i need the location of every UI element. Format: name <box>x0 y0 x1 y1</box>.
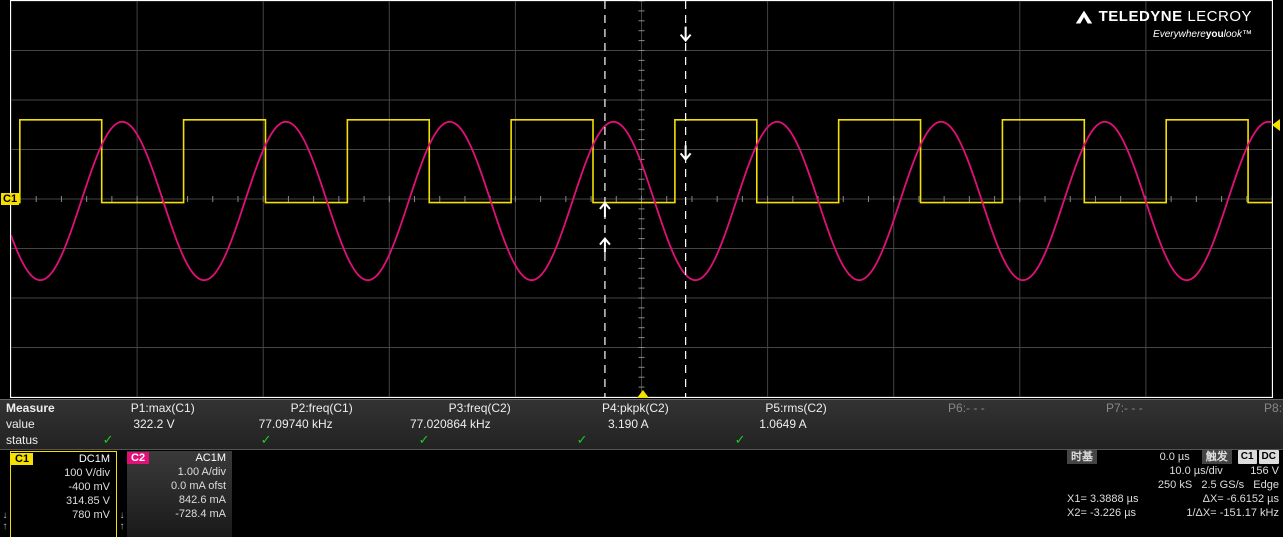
measure-col-name[interactable]: P1:max(C1) <box>55 401 213 415</box>
c1-cur2: 780 mV <box>11 508 110 522</box>
waveform-svg <box>11 1 1272 397</box>
measure-header-row: Measure P1:max(C1)P2:freq(C1)P3:freq(C2)… <box>0 400 1283 416</box>
measure-status-row: status ✓✓✓✓✓ <box>0 432 1283 448</box>
idx-label: 1/ΔX= <box>1186 507 1216 519</box>
measure-col-status <box>828 432 986 448</box>
brand-icon <box>1073 7 1095 29</box>
measure-col-value: 77.020864 kHz <box>351 417 509 431</box>
timebase-delay: 0.0 µs <box>1160 450 1190 464</box>
measurement-panel: Measure P1:max(C1)P2:freq(C1)P3:freq(C2)… <box>0 399 1283 450</box>
measure-header-label: Measure <box>0 401 55 415</box>
measure-col-name[interactable]: P8:- - - <box>1161 401 1283 415</box>
measure-col-status: ✓ <box>670 432 828 448</box>
brand-logo: TELEDYNE LECROY Everywhereyoulook™ <box>1073 7 1252 40</box>
x1-value: 3.3888 µs <box>1090 493 1139 505</box>
c1-offset: -400 mV <box>11 480 110 494</box>
measure-col-name[interactable]: P2:freq(C1) <box>213 401 371 415</box>
c1-tag: C1 <box>11 453 33 465</box>
timebase-scale: 10.0 µs/div <box>1169 465 1222 477</box>
c2-cur1: 842.6 mA <box>127 493 226 507</box>
brand-line2a: Everywhere <box>1153 29 1206 40</box>
x2-value: -3.226 µs <box>1090 507 1136 519</box>
right-readout-block: 时基 0.0 µs 触发 C1 DC 10.0 µs/div 156 V 250… <box>1067 450 1279 520</box>
c1-cursor-arrows: ↓ ↑ <box>0 450 10 537</box>
brand-line2c: look <box>1224 29 1242 40</box>
measure-col-value: 1.0649 A <box>667 417 825 431</box>
measure-col-name[interactable]: P6:- - - <box>845 401 1003 415</box>
measure-value-label: value <box>0 417 35 431</box>
measure-col-value <box>1141 417 1283 431</box>
measure-col-status: ✓ <box>38 432 196 448</box>
arrow-up-icon: ↑ <box>117 521 127 532</box>
measure-status-label: status <box>0 433 38 447</box>
channel-c1-block[interactable]: C1 DC1M 100 V/div -400 mV 314.85 V 780 m… <box>10 451 117 537</box>
measure-col-status: ✓ <box>196 432 354 448</box>
measure-col-value: 3.190 A <box>509 417 667 431</box>
measure-col-name[interactable]: P4:pkpk(C2) <box>529 401 687 415</box>
c2-coupling: AC1M <box>195 452 232 464</box>
brand-line2b: you <box>1206 29 1224 40</box>
trigger-chip-c1: C1 <box>1238 450 1257 464</box>
x1-label: X1= <box>1067 493 1087 505</box>
c2-scale: 1.00 A/div <box>127 465 226 479</box>
measure-col-value: 77.09740 kHz <box>193 417 351 431</box>
measure-col-name[interactable]: P3:freq(C2) <box>371 401 529 415</box>
c2-cursor-arrows: ↓ ↑ <box>117 450 127 537</box>
c1-cur1: 314.85 V <box>11 494 110 508</box>
c2-cur2: -728.4 mA <box>127 507 226 521</box>
bottom-status-panel: ↓ ↑ C1 DC1M 100 V/div -400 mV 314.85 V 7… <box>0 449 1283 537</box>
c1-scale: 100 V/div <box>11 466 110 480</box>
channel-c2-block[interactable]: C2 AC1M 1.00 A/div 0.0 mA ofst 842.6 mA … <box>127 451 232 537</box>
trigger-time-marker[interactable] <box>637 390 649 398</box>
brand-line1a: TELEDYNE <box>1099 8 1183 25</box>
c2-offset: 0.0 mA ofst <box>127 479 226 493</box>
measure-col-status: ✓ <box>354 432 512 448</box>
arrow-down-icon: ↓ <box>117 510 127 521</box>
measure-value-row: value 322.2 V77.09740 kHz77.020864 kHz3.… <box>0 416 1283 432</box>
c1-coupling: DC1M <box>79 453 116 465</box>
measure-col-value: 322.2 V <box>35 417 193 431</box>
measure-col-status <box>986 432 1144 448</box>
dx-label: ΔX= <box>1203 493 1224 505</box>
brand-line1b: LECROY <box>1187 8 1252 25</box>
trigger-level: 156 V <box>1250 465 1279 477</box>
x2-label: X2= <box>1067 507 1087 519</box>
measure-col-value <box>825 417 983 431</box>
oscilloscope-screen: C1 TELEDYNE LECROY Everywhereyoulook™ Me… <box>0 0 1283 537</box>
trigger-level-marker[interactable] <box>1272 119 1280 131</box>
dx-value: -6.6152 µs <box>1227 493 1279 505</box>
timebase-label[interactable]: 时基 <box>1067 450 1097 464</box>
c2-tag: C2 <box>127 452 149 464</box>
measure-col-value <box>983 417 1141 431</box>
timebase-sample: 2.5 GS/s <box>1201 479 1244 491</box>
waveform-display[interactable]: C1 TELEDYNE LECROY Everywhereyoulook™ <box>10 0 1273 398</box>
trigger-mode: Edge <box>1253 479 1279 491</box>
c1-baseline-label: C1 <box>1 193 19 205</box>
measure-col-name[interactable]: P7:- - - <box>1003 401 1161 415</box>
measure-col-name[interactable]: P5:rms(C2) <box>687 401 845 415</box>
idx-value: -151.17 kHz <box>1220 507 1279 519</box>
measure-col-status <box>1144 432 1283 448</box>
arrow-up-icon: ↑ <box>0 521 10 532</box>
arrow-down-icon: ↓ <box>0 510 10 521</box>
trigger-chip-dc: DC <box>1259 450 1279 464</box>
trigger-label[interactable]: 触发 <box>1202 450 1232 464</box>
measure-col-status: ✓ <box>512 432 670 448</box>
timebase-record: 250 kS <box>1158 479 1192 491</box>
